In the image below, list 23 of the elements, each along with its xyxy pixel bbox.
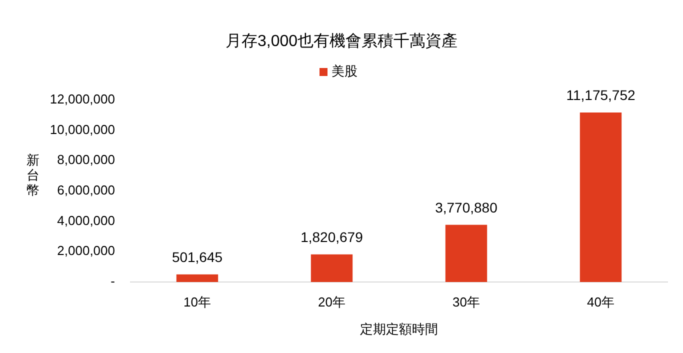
bar [310,254,353,282]
legend-label: 美股 [332,63,358,78]
bar [580,112,622,282]
y-axis-title: 新台幣 [26,152,40,198]
x-axis-title: 定期定額時間 [360,321,438,336]
data-label: 11,175,752 [566,87,636,104]
y-tick-label: - [110,273,115,288]
x-tick-label: 40年 [587,294,614,310]
data-label: 3,770,880 [435,200,498,216]
bar [445,224,488,282]
x-tick-label: 10年 [184,294,211,310]
y-tick-label: 8,000,000 [57,152,115,168]
x-tick-label: 30年 [452,294,480,310]
data-label: 1,820,679 [300,229,364,246]
data-label: 501,645 [172,249,223,266]
y-tick-label: 12,000,000 [50,91,115,106]
x-tick-label: 20年 [318,294,346,310]
y-tick-label: 4,000,000 [57,212,115,228]
bar [176,274,218,282]
y-tick-label: 10,000,000 [50,122,115,137]
chart-title: 月存3,000也有機會累積千萬資產 [225,32,458,50]
y-tick-label: 2,000,000 [57,243,115,258]
y-tick-label: 6,000,000 [57,182,115,198]
